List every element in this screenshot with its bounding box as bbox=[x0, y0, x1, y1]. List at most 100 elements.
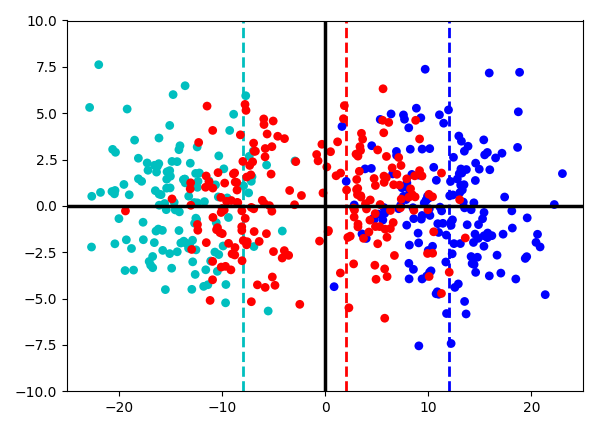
Point bbox=[370, 175, 379, 182]
Point bbox=[456, 240, 465, 247]
Point bbox=[378, 117, 388, 124]
Point bbox=[188, 258, 197, 265]
Point bbox=[496, 270, 506, 276]
Point bbox=[428, 243, 437, 250]
Point bbox=[96, 189, 105, 196]
Point bbox=[84, 3, 93, 9]
Point bbox=[290, 201, 300, 208]
Point bbox=[152, 163, 162, 170]
Point bbox=[193, 178, 203, 185]
Point bbox=[405, 242, 414, 249]
Point bbox=[498, 231, 508, 238]
Point bbox=[246, 178, 256, 185]
Point bbox=[350, 206, 359, 213]
Point bbox=[259, 116, 269, 123]
Point bbox=[158, 247, 167, 254]
Point bbox=[349, 261, 358, 267]
Point bbox=[380, 210, 389, 217]
Point bbox=[216, 209, 226, 216]
Point bbox=[425, 212, 435, 219]
Point bbox=[469, 200, 478, 206]
Point bbox=[193, 221, 202, 228]
Point bbox=[269, 248, 278, 255]
Point bbox=[342, 187, 352, 194]
Point bbox=[460, 234, 470, 241]
Point bbox=[204, 178, 213, 184]
Point bbox=[382, 153, 391, 160]
Point bbox=[415, 135, 425, 142]
Point bbox=[414, 172, 423, 178]
Point bbox=[380, 315, 389, 322]
Point bbox=[154, 160, 164, 167]
Point bbox=[139, 236, 148, 243]
Point bbox=[479, 243, 489, 250]
Point bbox=[138, 219, 148, 226]
Point bbox=[359, 235, 368, 242]
Point bbox=[471, 160, 480, 166]
Point bbox=[472, 254, 482, 261]
Point bbox=[404, 194, 414, 201]
Point bbox=[353, 221, 363, 227]
Point bbox=[356, 147, 365, 154]
Point bbox=[297, 192, 306, 199]
Point bbox=[434, 229, 443, 236]
Point bbox=[167, 158, 177, 165]
Point bbox=[213, 224, 222, 231]
Point bbox=[221, 299, 230, 306]
Point bbox=[483, 234, 492, 241]
Point bbox=[148, 253, 157, 260]
Point bbox=[404, 185, 414, 192]
Point bbox=[154, 226, 163, 233]
Point bbox=[151, 227, 161, 234]
Point bbox=[185, 185, 195, 192]
Point bbox=[229, 111, 239, 118]
Point bbox=[353, 224, 363, 230]
Point bbox=[221, 281, 231, 288]
Point bbox=[455, 196, 465, 203]
Point bbox=[194, 139, 203, 146]
Point bbox=[249, 148, 259, 155]
Point bbox=[262, 230, 271, 237]
Point bbox=[208, 258, 218, 265]
Point bbox=[457, 169, 466, 176]
Point bbox=[329, 283, 339, 290]
Point bbox=[356, 194, 366, 200]
Point bbox=[109, 190, 119, 197]
Point bbox=[277, 255, 287, 261]
Point bbox=[190, 220, 199, 227]
Point bbox=[405, 185, 415, 192]
Point bbox=[260, 284, 270, 291]
Point bbox=[227, 197, 236, 204]
Point bbox=[185, 160, 195, 167]
Point bbox=[500, 194, 509, 200]
Point bbox=[219, 206, 229, 213]
Point bbox=[356, 130, 366, 137]
Point bbox=[459, 181, 469, 188]
Point bbox=[376, 116, 385, 123]
Point bbox=[267, 208, 277, 215]
Point bbox=[364, 229, 374, 236]
Point bbox=[444, 269, 454, 276]
Point bbox=[226, 267, 236, 273]
Point bbox=[358, 136, 367, 143]
Point bbox=[252, 281, 262, 288]
Point bbox=[379, 179, 389, 186]
Point bbox=[388, 164, 397, 171]
Point bbox=[265, 202, 274, 209]
Point bbox=[474, 235, 483, 242]
Point bbox=[246, 204, 256, 211]
Point bbox=[392, 148, 401, 155]
Point bbox=[432, 177, 441, 184]
Point bbox=[202, 103, 212, 110]
Point bbox=[110, 187, 120, 194]
Point bbox=[460, 148, 469, 155]
Point bbox=[423, 193, 432, 200]
Point bbox=[267, 143, 277, 150]
Point bbox=[492, 252, 502, 258]
Point bbox=[284, 252, 294, 259]
Point bbox=[411, 105, 421, 112]
Point bbox=[445, 192, 454, 199]
Point bbox=[162, 169, 172, 175]
Point bbox=[219, 166, 228, 172]
Point bbox=[210, 181, 220, 188]
